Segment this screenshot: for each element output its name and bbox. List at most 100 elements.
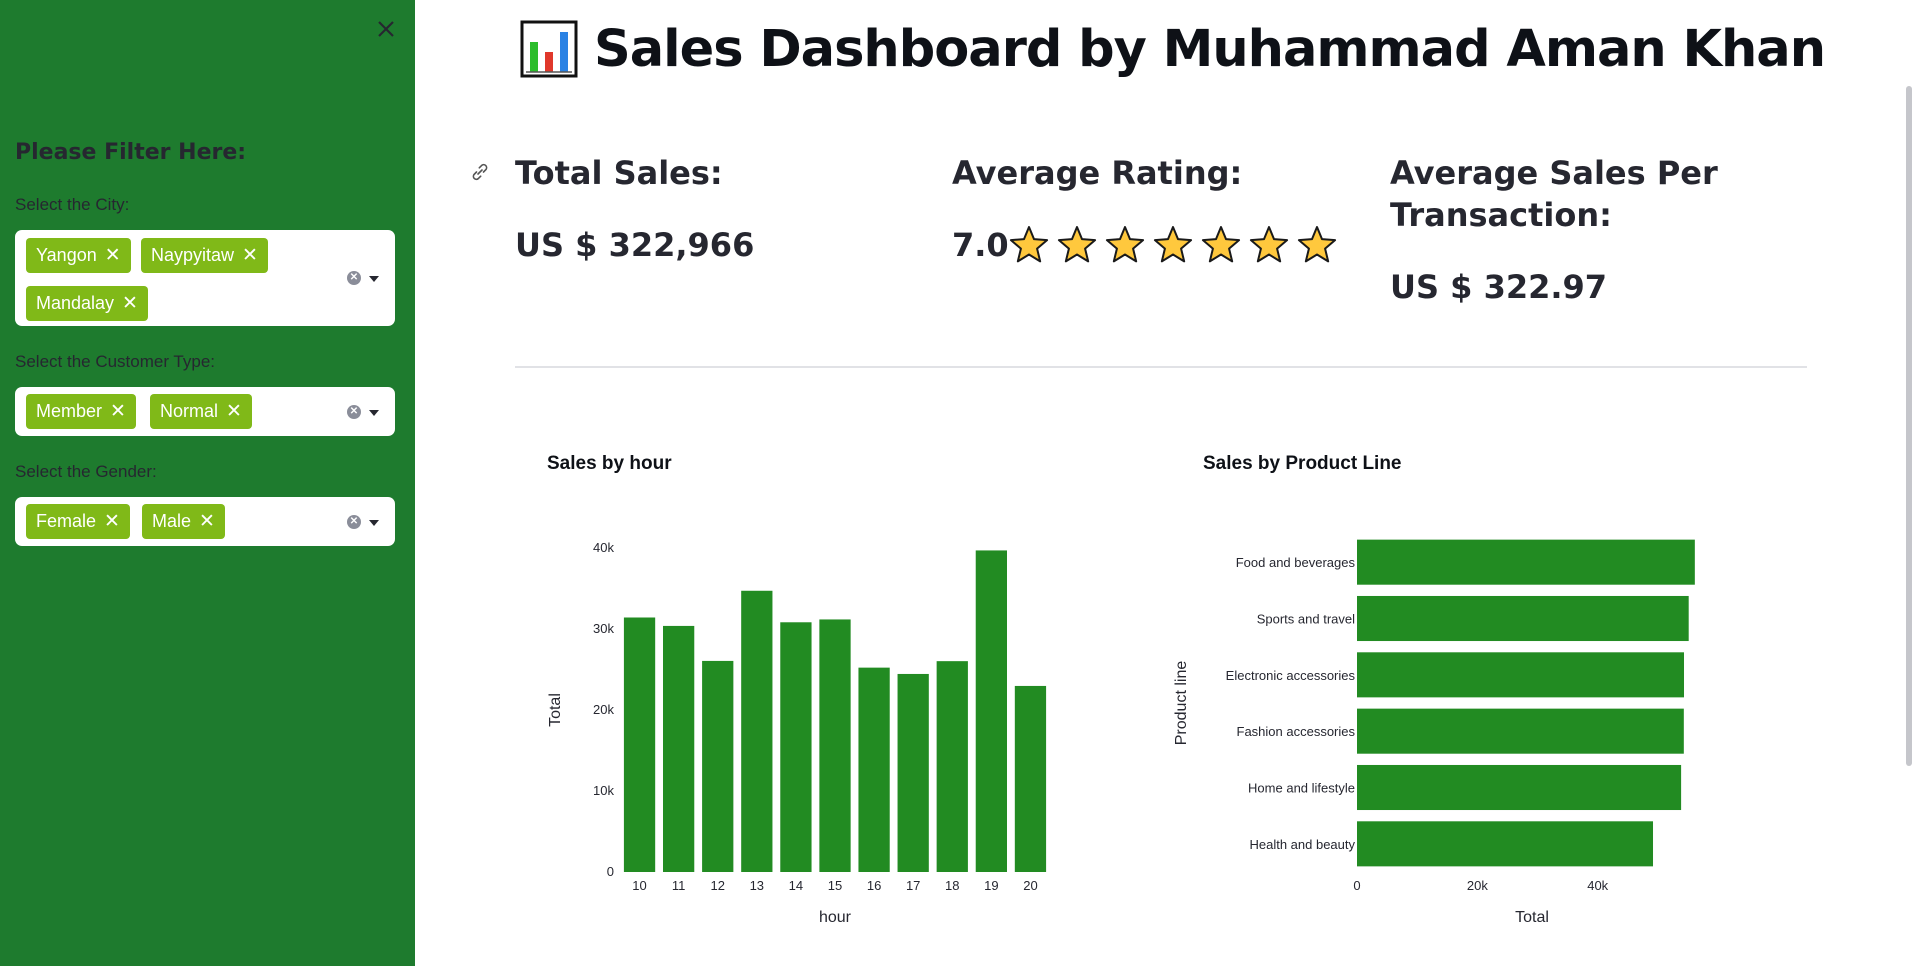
city-multiselect[interactable]: Yangon ✕ Naypyitaw ✕ Mandalay ✕ ✕ xyxy=(15,230,395,326)
close-sidebar-button[interactable] xyxy=(373,14,399,44)
star-icon xyxy=(1297,226,1337,263)
bar xyxy=(1357,764,1682,811)
y-axis-label: Total xyxy=(547,693,564,727)
bar xyxy=(1357,821,1654,867)
tag-label: Member xyxy=(36,401,103,421)
gender-tag-male: Male ✕ xyxy=(142,504,225,539)
x-tick-label: 20k xyxy=(1467,878,1488,893)
remove-tag-icon[interactable]: ✕ xyxy=(226,401,242,422)
avg-rating-label: Average Rating: xyxy=(952,154,1243,192)
bar-chart-icon xyxy=(520,20,578,78)
x-tick-label: 17 xyxy=(906,878,920,893)
bar xyxy=(1357,708,1684,754)
remove-tag-icon[interactable]: ✕ xyxy=(199,511,215,532)
total-sales-label: Total Sales: xyxy=(515,154,723,192)
remove-tag-icon[interactable]: ✕ xyxy=(104,245,121,266)
y-tick-label: Food and beverages xyxy=(1236,555,1356,570)
y-tick-label: Health and beauty xyxy=(1249,837,1355,852)
customer-type-multiselect[interactable]: Member ✕ Normal ✕ ✕ xyxy=(15,387,395,436)
remove-tag-icon[interactable]: ✕ xyxy=(242,245,258,266)
bar xyxy=(741,590,773,872)
city-tag-mandalay: Mandalay ✕ xyxy=(26,286,148,321)
x-tick-label: 10 xyxy=(632,878,646,893)
gender-filter-label: Select the Gender: xyxy=(15,462,157,481)
bar xyxy=(1357,595,1689,642)
gender-tag-female: Female ✕ xyxy=(26,504,130,539)
gender-multiselect[interactable]: Female ✕ Male ✕ ✕ xyxy=(15,497,395,546)
remove-tag-icon[interactable]: ✕ xyxy=(110,401,126,422)
rating-stars xyxy=(1008,224,1338,266)
clear-all-icon[interactable]: ✕ xyxy=(347,271,361,285)
avg-sales-label-line2: Transaction: xyxy=(1390,196,1612,234)
filter-title: Please Filter Here: xyxy=(15,140,247,165)
bar xyxy=(897,673,929,872)
y-tick-label: Electronic accessories xyxy=(1226,668,1356,683)
chevron-down-icon[interactable] xyxy=(369,520,379,526)
x-tick-label: 20 xyxy=(1023,878,1037,893)
bar xyxy=(780,622,812,872)
divider xyxy=(515,366,1807,368)
city-filter-label: Select the City: xyxy=(15,195,130,214)
x-tick-label: 12 xyxy=(710,878,724,893)
bar xyxy=(663,625,695,872)
close-icon xyxy=(378,21,394,37)
avg-sales-label: Average Sales Per Transaction: xyxy=(1390,152,1718,236)
star-icon xyxy=(1153,226,1193,263)
y-tick-label: Home and lifestyle xyxy=(1248,781,1355,796)
x-tick-label: 14 xyxy=(789,878,803,893)
customer-type-filter-label: Select the Customer Type: xyxy=(15,352,216,371)
tag-label: Naypyitaw xyxy=(151,245,235,265)
chevron-down-icon[interactable] xyxy=(369,410,379,416)
bar xyxy=(858,667,890,872)
avg-sales-value: US $ 322.97 xyxy=(1390,268,1608,306)
tag-label: Normal xyxy=(160,401,219,421)
tag-label: Female xyxy=(36,511,97,531)
bar xyxy=(1014,685,1047,872)
tag-label: Yangon xyxy=(36,245,97,265)
x-axis-label: Total xyxy=(1515,909,1549,926)
x-tick-label: 16 xyxy=(867,878,881,893)
star-icon xyxy=(1105,226,1145,263)
y-tick-label: 30k xyxy=(593,621,614,636)
x-tick-label: 13 xyxy=(750,878,764,893)
remove-tag-icon[interactable]: ✕ xyxy=(104,511,120,532)
bar xyxy=(936,661,968,872)
total-sales-value: US $ 322,966 xyxy=(515,226,755,264)
clear-all-icon[interactable]: ✕ xyxy=(347,515,361,529)
city-tag-yangon: Yangon ✕ xyxy=(26,238,131,273)
customer-type-tag-member: Member ✕ xyxy=(26,394,136,429)
page-header: Sales Dashboard by Muhammad Aman Khan xyxy=(520,16,1826,82)
avg-sales-label-line1: Average Sales Per xyxy=(1390,154,1718,192)
y-tick-label: 20k xyxy=(593,702,614,717)
tag-label: Male xyxy=(152,511,192,531)
y-tick-label: 10k xyxy=(593,783,614,798)
x-tick-label: 18 xyxy=(945,878,959,893)
remove-tag-icon[interactable]: ✕ xyxy=(122,293,138,314)
link-icon[interactable] xyxy=(468,160,492,184)
sales-by-product-line-chart[interactable]: Food and beverages Sports and travel Elect… xyxy=(1160,520,1720,940)
sales-by-hour-chart[interactable]: 0 10k 20k 30k 40k 10 11 12 13 14 15 16 17 18 19 20 hour T… xyxy=(530,520,1070,940)
bar xyxy=(975,550,1007,872)
x-tick-label: 0 xyxy=(1353,878,1360,893)
star-icon xyxy=(1009,226,1049,263)
clear-all-icon[interactable]: ✕ xyxy=(347,405,361,419)
city-tag-naypyitaw: Naypyitaw ✕ xyxy=(141,238,268,273)
y-axis-label: Product line xyxy=(1173,661,1190,746)
avg-rating-value: 7.0 xyxy=(952,226,1009,264)
page-title: Sales Dashboard by Muhammad Aman Khan xyxy=(594,19,1826,79)
chevron-down-icon[interactable] xyxy=(369,276,379,282)
product-chart-title: Sales by Product Line xyxy=(1203,453,1402,474)
x-tick-label: 40k xyxy=(1587,878,1608,893)
x-tick-label: 19 xyxy=(984,878,998,893)
star-icon xyxy=(1201,226,1241,263)
y-tick-label: 40k xyxy=(593,540,614,555)
scrollbar[interactable] xyxy=(1906,86,1912,766)
y-tick-label: 0 xyxy=(607,864,614,879)
bar xyxy=(1357,652,1685,698)
x-tick-label: 11 xyxy=(672,878,686,893)
bar xyxy=(702,660,734,872)
x-axis-label: hour xyxy=(819,909,852,926)
sidebar: Please Filter Here: Select the City: Yan… xyxy=(0,0,415,966)
y-tick-label: Fashion accessories xyxy=(1237,724,1356,739)
bar xyxy=(623,617,656,872)
